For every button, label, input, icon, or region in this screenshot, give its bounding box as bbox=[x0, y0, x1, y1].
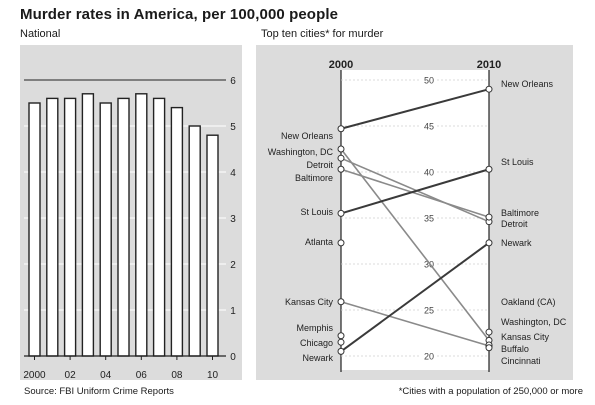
cities-series-line bbox=[340, 242, 490, 353]
national-panel-title: National bbox=[20, 28, 61, 40]
cities-point-2000 bbox=[337, 209, 345, 217]
cities-series-line bbox=[340, 168, 490, 218]
national-y-tick-label: 3 bbox=[230, 214, 236, 225]
cities-label-2010: St Louis bbox=[501, 157, 534, 167]
national-y-tick-label: 5 bbox=[230, 122, 236, 133]
national-bar bbox=[99, 102, 112, 357]
cities-y-tick-label: 30 bbox=[424, 260, 434, 270]
cities-series-line bbox=[340, 157, 490, 223]
cities-y-tick-bg bbox=[421, 120, 437, 131]
cities-x-label-2010: 2010 bbox=[477, 59, 501, 71]
national-y-tick-label: 6 bbox=[230, 76, 236, 87]
national-y-tick-label: 1 bbox=[230, 306, 236, 317]
national-bar bbox=[46, 97, 59, 357]
page-title: Murder rates in America, per 100,000 peo… bbox=[20, 6, 339, 23]
cities-y-tick-label: 35 bbox=[424, 214, 434, 224]
national-bar bbox=[206, 134, 219, 357]
cities-label-2000: Memphis bbox=[296, 323, 333, 333]
cities-label-2000: Detroit bbox=[306, 160, 333, 170]
cities-series-line bbox=[340, 88, 490, 130]
cities-y-tick-label: 40 bbox=[424, 168, 434, 178]
cities-series-line bbox=[340, 168, 490, 215]
cities-label-2000: New Orleans bbox=[281, 131, 334, 141]
national-x-tick-label: 04 bbox=[100, 370, 112, 381]
cities-series-line bbox=[340, 300, 490, 347]
cities-label-2000: Kansas City bbox=[285, 297, 334, 307]
national-x-tick-label: 06 bbox=[136, 370, 148, 381]
cities-label-2000: Washington, DC bbox=[268, 147, 334, 157]
cities-label-2000: Atlanta bbox=[305, 237, 333, 247]
cities-point-2000 bbox=[337, 298, 345, 306]
cities-plot-band bbox=[341, 70, 489, 370]
population-footnote: *Cities with a population of 250,000 or … bbox=[398, 386, 583, 397]
cities-label-2010: Oakland (CA) bbox=[501, 297, 556, 307]
national-bar bbox=[170, 106, 184, 357]
cities-y-tick-label: 50 bbox=[424, 76, 434, 86]
cities-x-label-2000: 2000 bbox=[329, 59, 353, 71]
cities-label-2000: Newark bbox=[302, 353, 333, 363]
cities-label-2000: Chicago bbox=[300, 338, 333, 348]
national-bar bbox=[152, 97, 166, 357]
cities-point-2010 bbox=[485, 344, 493, 352]
cities-label-2010: Newark bbox=[501, 238, 532, 248]
national-bar bbox=[135, 93, 148, 357]
national-bar bbox=[81, 93, 95, 357]
cities-y-tick-bg bbox=[421, 166, 437, 177]
cities-y-tick-bg bbox=[421, 212, 437, 223]
national-x-tick-label: 02 bbox=[65, 370, 77, 381]
cities-y-tick-bg bbox=[421, 304, 437, 315]
cities-point-2000 bbox=[337, 165, 345, 173]
cities-label-2010: Kansas City bbox=[501, 332, 550, 342]
cities-point-2000 bbox=[337, 125, 345, 133]
national-bar bbox=[117, 97, 130, 357]
cities-y-tick-label: 45 bbox=[424, 122, 434, 132]
cities-label-2000: Baltimore bbox=[295, 173, 333, 183]
national-bar bbox=[63, 97, 77, 357]
cities-panel-title: Top ten cities* for murder bbox=[261, 28, 384, 40]
cities-point-2000 bbox=[337, 239, 345, 247]
national-x-tick-label: 10 bbox=[207, 370, 219, 381]
cities-label-2010: Cincinnati bbox=[501, 356, 541, 366]
national-y-tick-label: 0 bbox=[230, 352, 236, 363]
national-x-tick-label: 08 bbox=[171, 370, 183, 381]
cities-point-2000 bbox=[337, 145, 345, 153]
cities-point-2010 bbox=[485, 213, 493, 221]
national-bar bbox=[28, 102, 41, 357]
cities-point-2000 bbox=[337, 338, 345, 346]
national-y-tick-label: 2 bbox=[230, 260, 236, 271]
cities-y-tick-label: 20 bbox=[424, 352, 434, 362]
cities-y-tick-label: 25 bbox=[424, 306, 434, 316]
cities-point-2010 bbox=[485, 328, 493, 336]
cities-y-tick-bg bbox=[421, 350, 437, 361]
cities-point-2000 bbox=[337, 154, 345, 162]
cities-point-2010 bbox=[485, 239, 493, 247]
national-x-tick-label: 2000 bbox=[23, 370, 46, 381]
cities-label-2000: St Louis bbox=[300, 207, 333, 217]
cities-point-2000 bbox=[337, 332, 345, 340]
national-y-tick-label: 4 bbox=[230, 168, 236, 179]
national-bar-chart: 0 1 2 3 4 5 6 2000 02 04 06 08 10 bbox=[23, 76, 236, 381]
source-note: Source: FBI Uniform Crime Reports bbox=[24, 386, 174, 397]
cities-label-2010: Baltimore bbox=[501, 208, 539, 218]
cities-y-tick-bg bbox=[421, 74, 437, 85]
cities-label-2010: New Orleans bbox=[501, 79, 554, 89]
cities-series-line bbox=[340, 148, 490, 341]
cities-slope-chart: 2000 2010 20 25 30 35 40 45 50 New Orleans New Orl… bbox=[268, 59, 567, 372]
cities-point-2010 bbox=[485, 85, 493, 93]
cities-label-2010: Washington, DC bbox=[501, 317, 567, 327]
cities-point-2000 bbox=[337, 347, 345, 355]
cities-label-2010: Buffalo bbox=[501, 344, 529, 354]
cities-point-2010 bbox=[485, 165, 493, 173]
cities-label-2010: Detroit bbox=[501, 219, 528, 229]
national-bar bbox=[188, 125, 201, 357]
